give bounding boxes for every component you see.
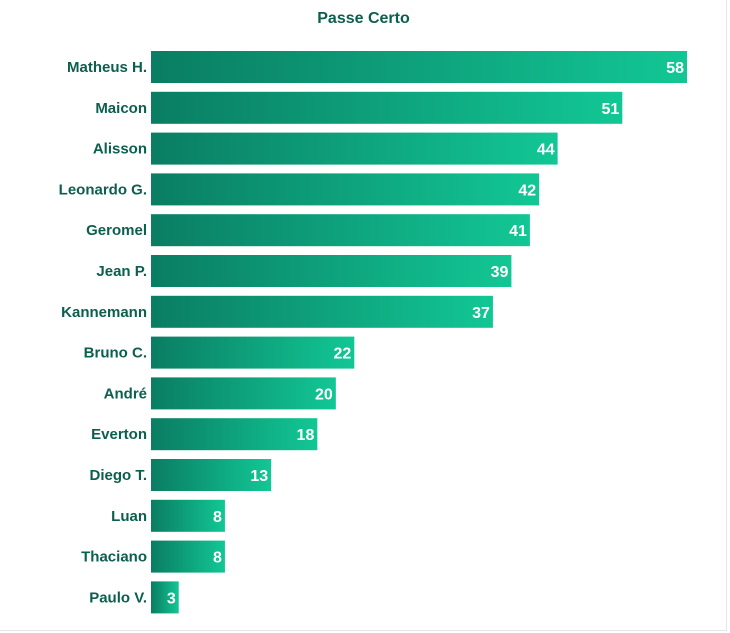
category-label: Jean P.	[96, 263, 147, 280]
category-label: André	[104, 385, 147, 402]
bar[interactable]	[151, 336, 355, 369]
category-label: Paulo V.	[89, 589, 147, 606]
bar[interactable]	[151, 581, 179, 614]
category-label: Matheus H.	[67, 59, 147, 76]
value-label: 42	[518, 182, 536, 199]
category-label: Geromel	[86, 222, 147, 239]
bar-row: Alisson 44	[93, 132, 558, 165]
bar-row: Kannemann 37	[61, 295, 493, 328]
category-label: Leonardo G.	[59, 181, 147, 198]
value-label: 8	[213, 550, 222, 567]
category-label: Alisson	[93, 141, 147, 158]
category-label: Thaciano	[81, 549, 147, 566]
value-label: 51	[602, 101, 620, 118]
bar-row: Paulo V. 3	[89, 581, 179, 614]
bar[interactable]	[151, 540, 225, 573]
value-label: 20	[315, 386, 333, 403]
bars-layer: Matheus H. 58 Maicon 51 Alisson 44 Leonardo G.…	[59, 51, 687, 614]
bar-row: Diego T. 13	[89, 459, 272, 491]
chart-title: Passe Certo	[317, 10, 410, 27]
bar-row: Luan 8	[111, 499, 225, 532]
category-label: Luan	[111, 508, 147, 525]
value-label: 18	[297, 427, 315, 444]
bar[interactable]	[151, 255, 512, 287]
bar[interactable]	[151, 295, 493, 328]
category-label: Maicon	[95, 100, 147, 117]
bar[interactable]	[151, 214, 530, 247]
value-label: 3	[167, 590, 176, 607]
bar-row: Maicon 51	[95, 91, 623, 124]
value-label: 39	[491, 264, 509, 281]
category-label: Everton	[91, 426, 147, 443]
value-label: 13	[250, 468, 268, 485]
bar[interactable]	[151, 51, 687, 83]
bar[interactable]	[151, 91, 623, 124]
value-label: 8	[213, 509, 222, 526]
bar[interactable]	[151, 499, 225, 532]
bar-row: André 20	[104, 377, 336, 410]
bar-row: Thaciano 8	[81, 540, 225, 573]
value-label: 37	[472, 305, 490, 322]
bar[interactable]	[151, 173, 540, 206]
bar[interactable]	[151, 377, 336, 410]
category-label: Kannemann	[61, 304, 147, 321]
category-label: Bruno C.	[84, 345, 147, 362]
value-label: 41	[509, 223, 527, 240]
category-label: Diego T.	[89, 467, 147, 484]
bar-row: Jean P. 39	[96, 255, 512, 287]
value-label: 44	[537, 142, 555, 159]
bar-row: Geromel 41	[86, 214, 530, 247]
bar[interactable]	[151, 418, 318, 451]
value-label: 22	[334, 346, 352, 363]
bar-row: Leonardo G. 42	[59, 173, 540, 206]
bar[interactable]	[151, 459, 272, 491]
bar[interactable]	[151, 132, 558, 165]
bar-row: Bruno C. 22	[84, 336, 355, 369]
bar-row: Everton 18	[91, 418, 318, 451]
bar-row: Matheus H. 58	[67, 51, 687, 83]
value-label: 58	[666, 60, 684, 77]
